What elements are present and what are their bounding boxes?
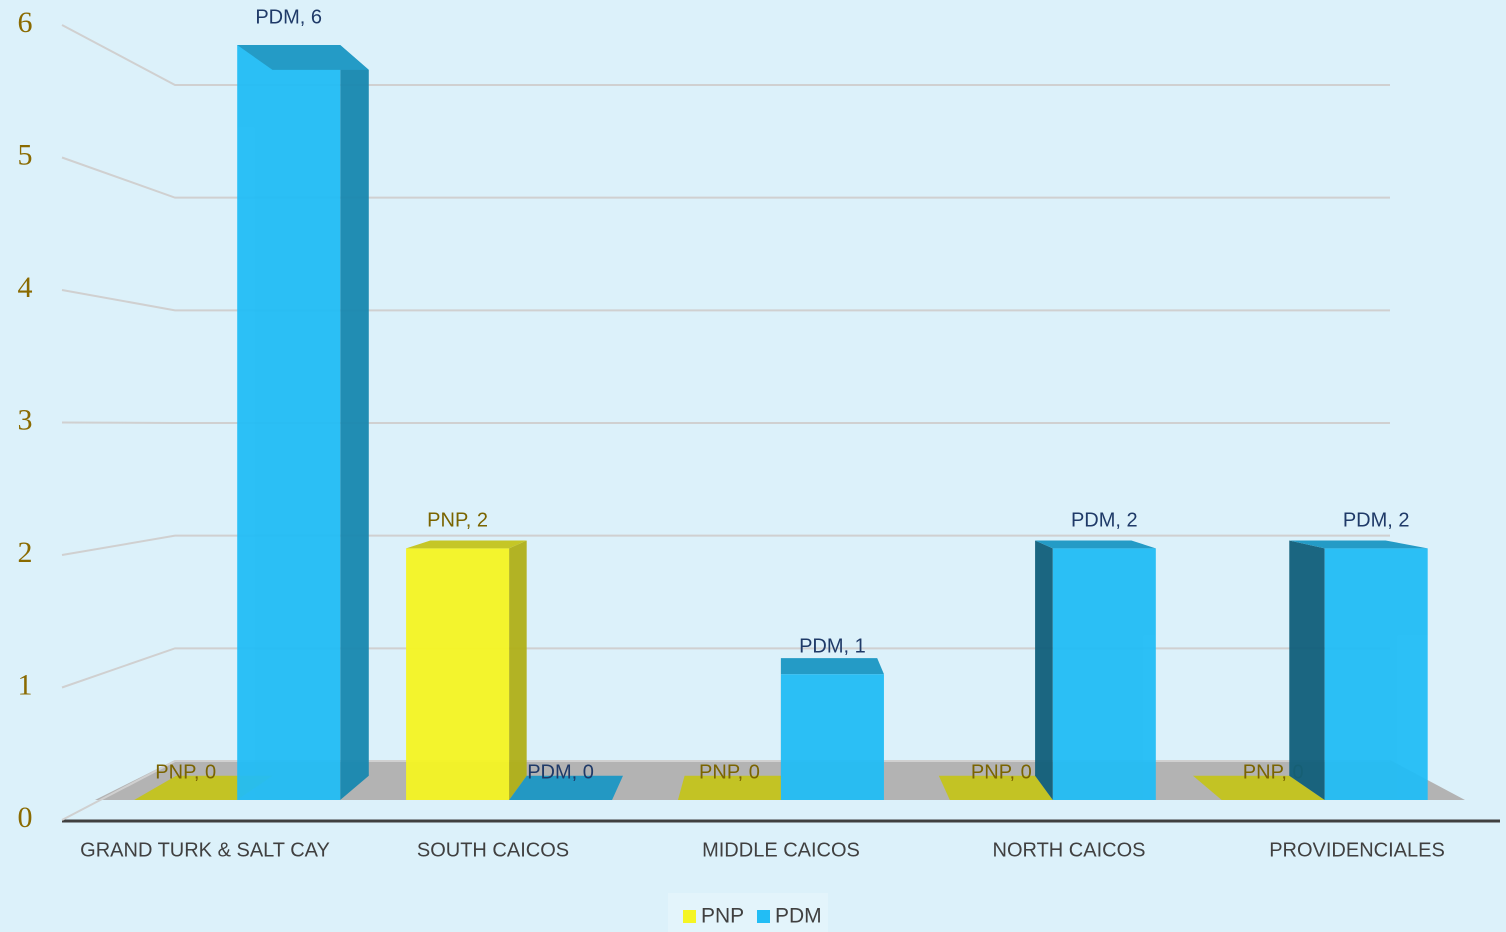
x-tick-label: GRAND TURK & SALT CAY bbox=[80, 839, 330, 861]
data-label: PNP, 0 bbox=[699, 761, 760, 783]
bar-side bbox=[1035, 540, 1053, 800]
y-tick-label: 6 bbox=[18, 6, 33, 39]
x-tick-label: PROVIDENCIALES bbox=[1269, 839, 1445, 861]
bar-top bbox=[406, 540, 527, 549]
x-tick-label: SOUTH CAICOS bbox=[417, 839, 569, 861]
bar bbox=[780, 658, 884, 800]
bar-top bbox=[677, 775, 781, 800]
data-label: PNP, 0 bbox=[1243, 761, 1304, 783]
bar bbox=[509, 775, 623, 800]
grid-line bbox=[61, 534, 1390, 556]
bar-side bbox=[1289, 540, 1325, 800]
x-tick-label: MIDDLE CAICOS bbox=[702, 839, 860, 861]
bar-top bbox=[938, 775, 1053, 800]
data-label: PDM, 6 bbox=[255, 6, 322, 28]
data-label: PDM, 2 bbox=[1343, 510, 1410, 532]
bar-front bbox=[780, 674, 884, 800]
data-label: PDM, 2 bbox=[1071, 510, 1138, 532]
y-tick-label: 2 bbox=[18, 536, 33, 569]
grid-line bbox=[61, 289, 1390, 312]
bar-top bbox=[780, 658, 884, 675]
grid-line bbox=[61, 760, 1390, 821]
bar bbox=[1192, 775, 1325, 800]
grid-line bbox=[61, 24, 1390, 86]
bar bbox=[1289, 540, 1428, 800]
bar-front bbox=[406, 548, 510, 800]
grid-line bbox=[61, 421, 1390, 424]
bar bbox=[237, 45, 369, 800]
bar-top bbox=[509, 775, 623, 800]
grid-line bbox=[61, 647, 1390, 689]
data-label: PDM, 0 bbox=[527, 761, 594, 783]
bar-front bbox=[1052, 548, 1156, 800]
bar bbox=[406, 540, 527, 800]
legend-swatch bbox=[683, 910, 696, 923]
grid-line bbox=[61, 156, 1390, 199]
legend-label: PNP bbox=[701, 905, 744, 928]
bar-top bbox=[1289, 540, 1428, 549]
bar bbox=[1035, 540, 1156, 800]
legend-label: PDM bbox=[775, 905, 822, 928]
bar-front bbox=[237, 45, 341, 800]
data-label: PNP, 0 bbox=[155, 761, 216, 783]
bar-top bbox=[237, 45, 369, 70]
y-tick-label: 3 bbox=[18, 403, 33, 436]
legend-swatch bbox=[757, 910, 770, 923]
y-tick-label: 5 bbox=[18, 138, 33, 171]
bar bbox=[677, 775, 781, 800]
bar-top bbox=[1192, 775, 1325, 800]
data-label: PDM, 1 bbox=[799, 635, 866, 657]
data-label: PNP, 0 bbox=[971, 761, 1032, 783]
data-label: PNP, 2 bbox=[427, 510, 488, 532]
y-tick-label: 1 bbox=[18, 668, 33, 701]
bar-front bbox=[1324, 548, 1428, 800]
y-tick-label: 0 bbox=[18, 801, 33, 834]
bar bbox=[938, 775, 1053, 800]
y-tick-label: 4 bbox=[18, 271, 33, 304]
bar-top bbox=[1035, 540, 1156, 549]
bar-side bbox=[340, 45, 369, 800]
x-tick-label: NORTH CAICOS bbox=[993, 839, 1146, 861]
bar-side bbox=[509, 540, 527, 800]
